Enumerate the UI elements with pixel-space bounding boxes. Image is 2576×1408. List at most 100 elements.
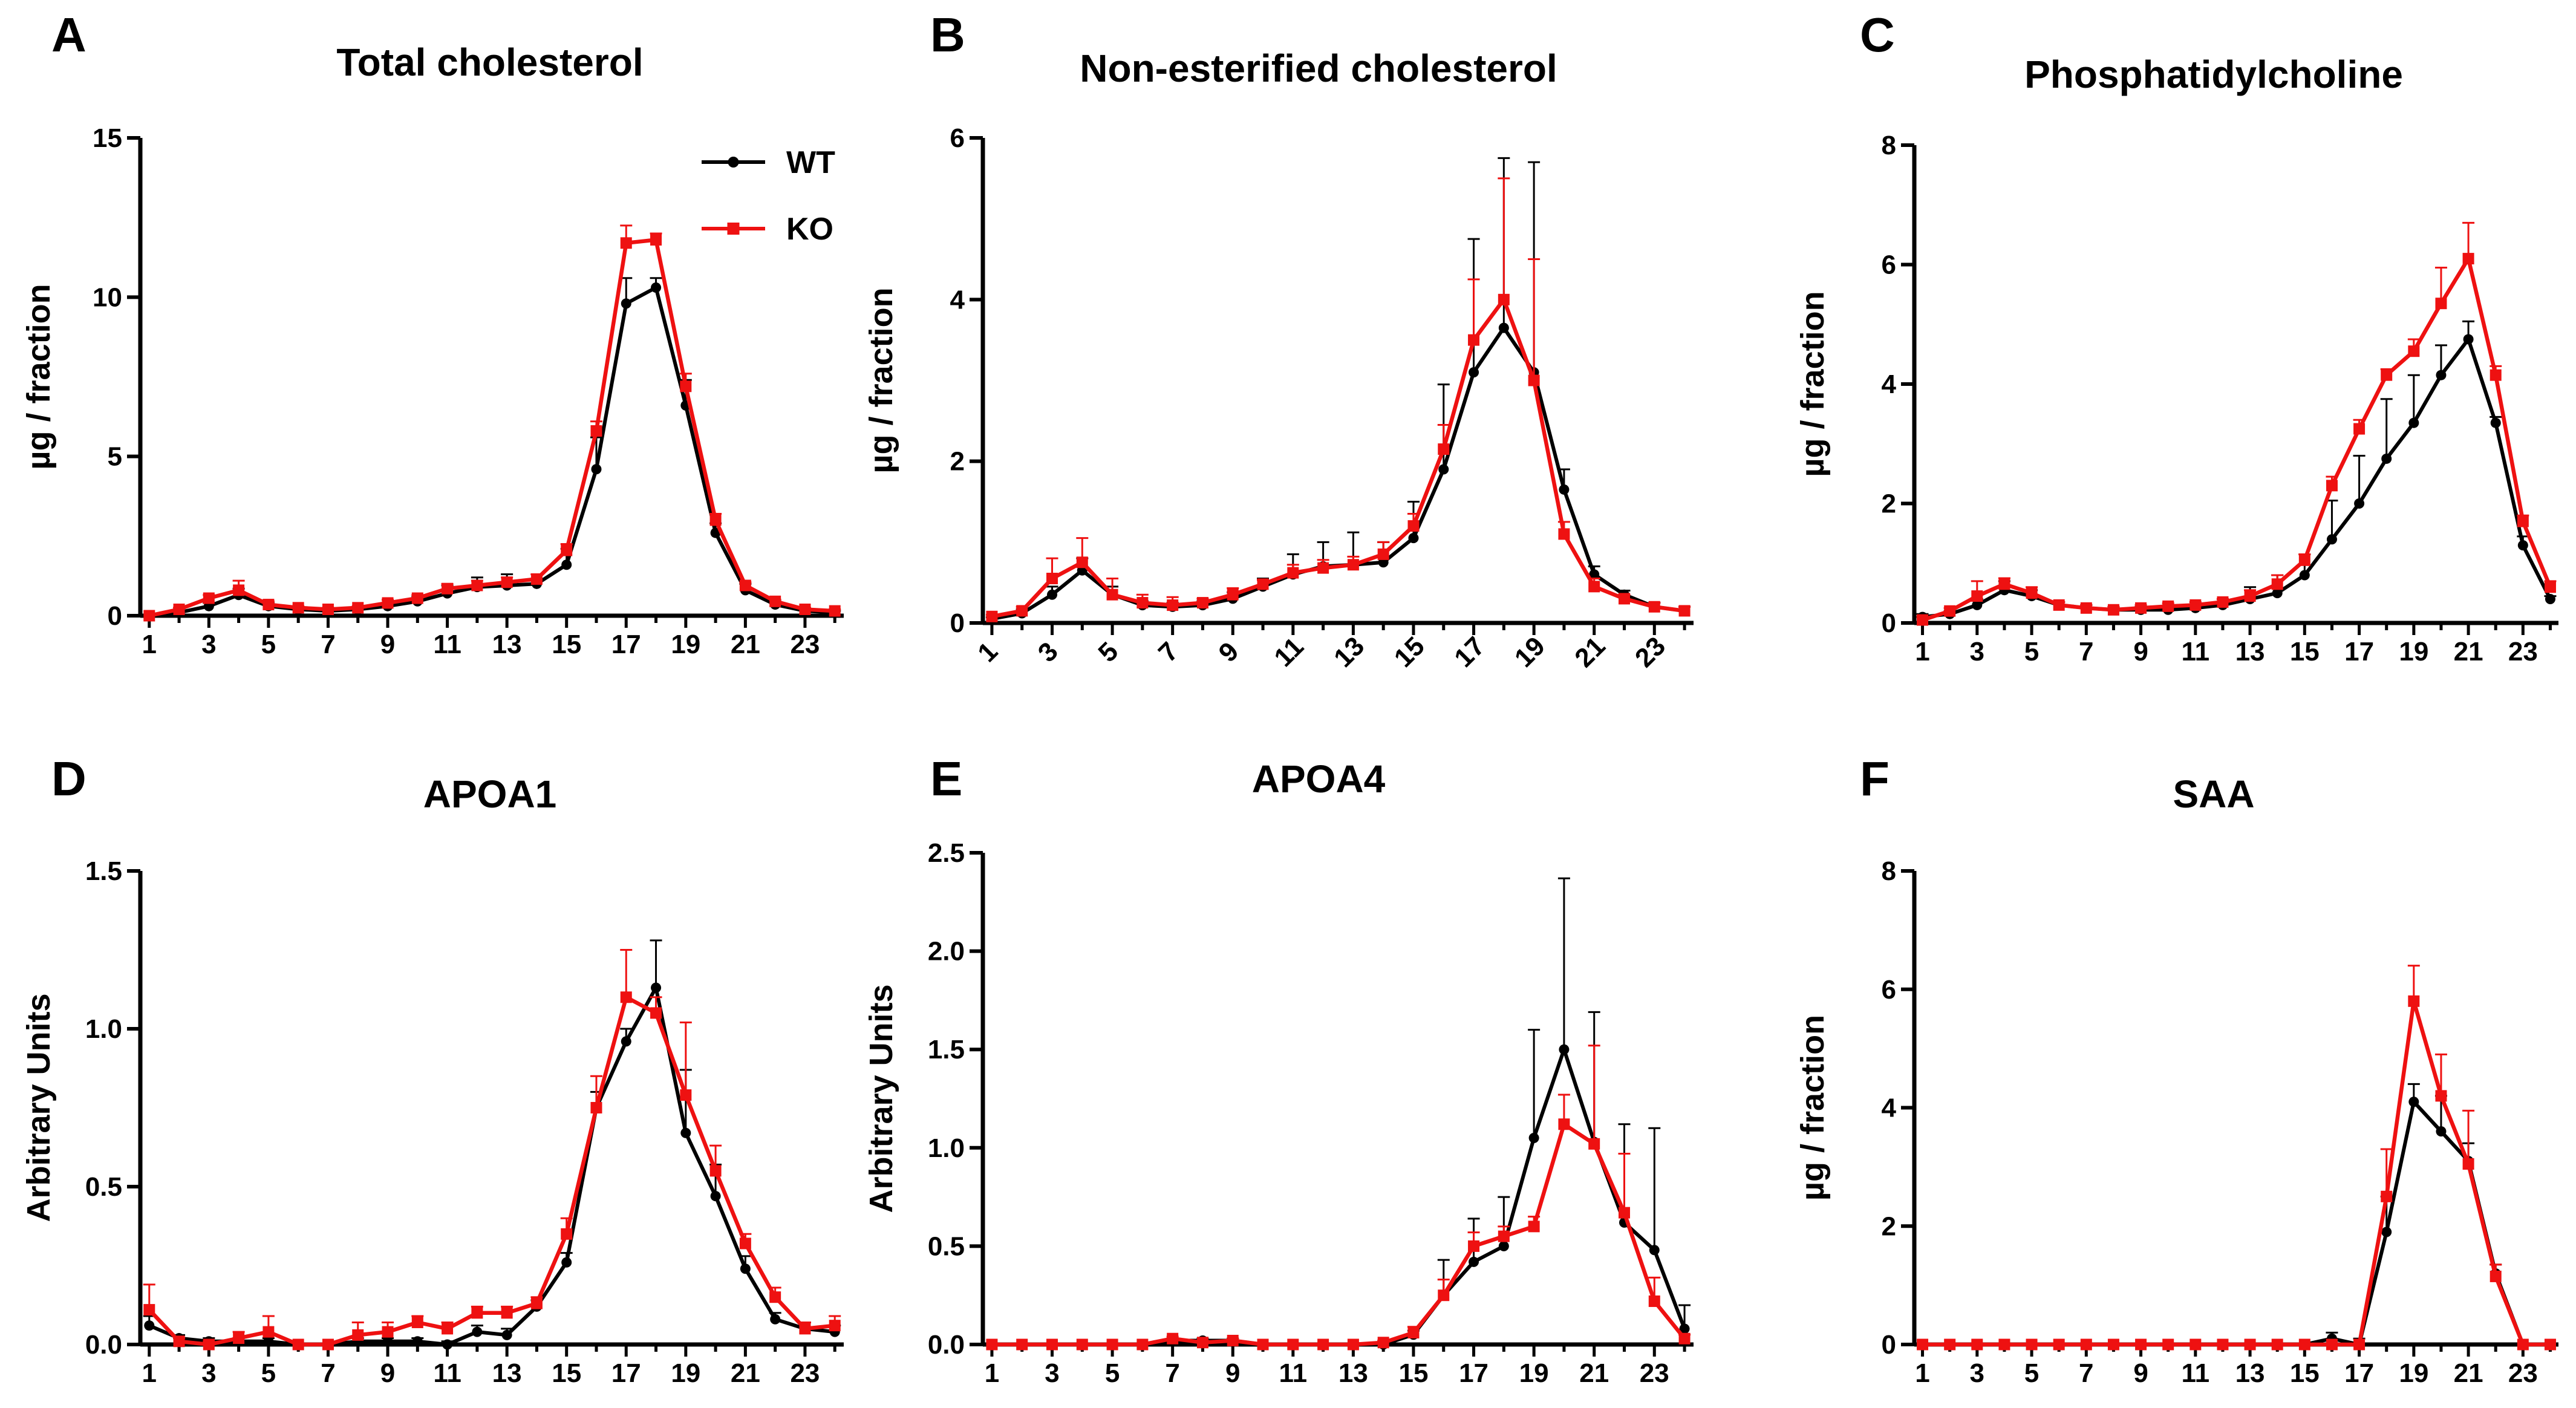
data-point [1528,374,1540,386]
data-point [2162,1338,2174,1351]
data-point [1167,1332,1179,1344]
y-axis-label: µg / fraction [1795,291,1831,477]
data-point [1317,1338,1329,1351]
data-point [2354,498,2365,509]
series-line [1922,256,2552,622]
data-point [1528,1133,1539,1144]
data-point [143,1304,155,1316]
panel-letter: E [930,752,962,806]
data-point [1498,1230,1510,1242]
data-point [740,1263,751,1274]
y-tick-label: 0.0 [928,1330,965,1360]
series-ko [1916,221,2557,626]
x-tick-label: 9 [1225,1358,1240,1388]
x-tick-label: 5 [1092,636,1124,668]
x-tick-label: 23 [2508,637,2538,667]
data-point [1317,562,1329,574]
data-point [442,582,454,595]
data-point [352,1329,364,1341]
data-point [2381,1190,2393,1202]
data-point [1678,1332,1691,1344]
panel-letter: A [51,8,86,62]
data-point [680,380,692,393]
data-point [620,237,632,249]
data-point [2381,1227,2392,1237]
data-point [620,991,632,1003]
y-tick-label: 0.5 [928,1231,965,1261]
data-point [1498,1240,1509,1251]
data-point [769,1291,781,1303]
x-tick-label: 19 [1509,631,1551,673]
data-point [382,1326,394,1338]
x-tick-label: 9 [2133,637,2148,667]
series-ko [143,949,841,1351]
data-point [1106,588,1118,601]
data-point [1944,1338,1956,1351]
data-point [739,579,751,592]
data-point [1227,588,1239,601]
y-tick-label: 4 [1882,370,1897,399]
x-tick-label: 11 [2182,637,2210,667]
data-point [1468,334,1480,346]
panel-letter: B [930,8,965,62]
data-point [2190,1338,2202,1351]
y-tick-label: 6 [1882,250,1896,280]
data-point [233,1332,245,1344]
y-tick-label: 2.5 [928,838,965,868]
data-point [1438,1289,1450,1302]
x-tick-label: 3 [1045,1358,1059,1388]
data-point [829,1320,841,1332]
panel-letter: C [1860,8,1895,62]
x-tick-label: 13 [2235,637,2265,667]
x-tick-label: 5 [261,1358,276,1388]
x-tick-label: 19 [671,1358,700,1388]
series-ko [1917,965,2556,1351]
data-point [1408,533,1419,544]
y-tick-label: 0 [1882,1330,1896,1360]
data-point [2353,1338,2366,1351]
x-tick-label: 21 [731,1358,760,1388]
data-point [173,1335,185,1348]
data-point [1438,443,1450,455]
y-tick-label: 8 [1882,856,1896,886]
x-tick-label: 11 [1279,1358,1308,1388]
data-point [292,1338,304,1351]
data-point [2326,1338,2338,1351]
data-point [709,1165,722,1177]
x-tick-label: 11 [433,1358,461,1388]
y-tick-label: 2.0 [928,937,965,966]
y-tick-label: 4 [1882,1093,1897,1123]
data-point [1971,590,1983,602]
y-tick-label: 6 [1882,975,1896,1005]
data-point [501,1329,512,1340]
data-point [262,1326,275,1338]
data-point [442,1323,454,1335]
data-point [1559,1044,1570,1055]
data-point [1528,1221,1540,1233]
data-point [2080,602,2092,614]
data-point [799,1323,811,1335]
data-point [203,592,215,604]
data-point [2190,599,2202,611]
series-ko [985,177,1691,622]
data-point [2544,581,2556,593]
data-point [2408,995,2420,1007]
legend-ko-marker [727,223,740,235]
panel-letter: D [51,752,86,806]
data-point [1076,1338,1088,1351]
x-tick-label: 9 [2133,1358,2148,1388]
data-point [2408,345,2420,357]
data-point [1618,1207,1630,1219]
data-point [1257,1338,1269,1351]
series-line [1922,999,2551,1347]
y-tick-label: 0 [108,601,122,631]
data-point [621,298,631,309]
data-point [2299,570,2310,581]
chart-title: Non-esterified cholesterol [1080,47,1557,90]
data-point [472,1326,483,1337]
x-tick-label: 17 [2344,637,2374,667]
series-line [991,1048,1686,1346]
data-point [2436,370,2447,380]
